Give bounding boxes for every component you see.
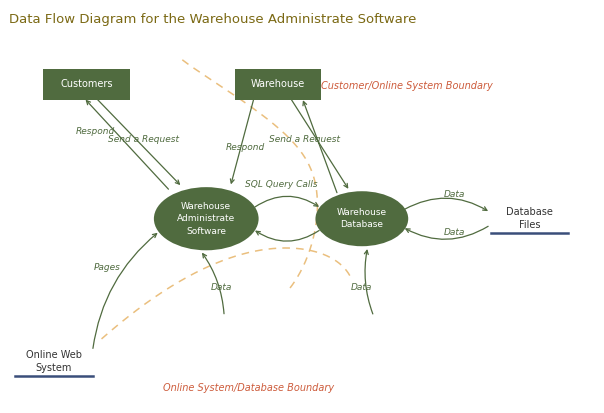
FancyArrowPatch shape (364, 250, 373, 314)
Text: Online Web
System: Online Web System (25, 350, 82, 373)
FancyArrowPatch shape (230, 100, 254, 183)
FancyArrowPatch shape (303, 102, 337, 193)
Text: Warehouse
Database: Warehouse Database (337, 208, 387, 230)
FancyBboxPatch shape (235, 69, 321, 100)
FancyArrowPatch shape (203, 254, 224, 314)
FancyArrowPatch shape (255, 196, 318, 207)
Text: Customer/Online System Boundary: Customer/Online System Boundary (321, 81, 493, 91)
FancyBboxPatch shape (43, 69, 130, 100)
Text: Warehouse: Warehouse (251, 79, 305, 89)
Text: Respond: Respond (76, 127, 115, 135)
FancyArrowPatch shape (405, 198, 487, 211)
FancyArrowPatch shape (406, 226, 488, 239)
FancyArrowPatch shape (292, 100, 348, 188)
Ellipse shape (315, 191, 408, 246)
Text: Warehouse
Administrate
Software: Warehouse Administrate Software (177, 202, 236, 236)
FancyArrowPatch shape (86, 101, 169, 189)
Text: Data: Data (351, 283, 373, 292)
Text: Pages: Pages (94, 263, 121, 272)
FancyArrowPatch shape (97, 100, 179, 184)
Text: SQL Query Calls: SQL Query Calls (245, 180, 317, 189)
Text: Customers: Customers (60, 79, 113, 89)
Text: Data: Data (211, 283, 232, 292)
Text: Send a Request: Send a Request (269, 135, 341, 144)
Text: Data: Data (444, 228, 465, 237)
Text: Database
Files: Database Files (506, 207, 553, 230)
Ellipse shape (154, 187, 259, 250)
Text: Respond: Respond (225, 143, 265, 152)
Text: Online System/Database Boundary: Online System/Database Boundary (162, 383, 333, 393)
FancyArrowPatch shape (256, 230, 319, 241)
FancyArrowPatch shape (93, 234, 156, 349)
Text: Send a Request: Send a Request (108, 135, 179, 144)
Text: Data Flow Diagram for the Warehouse Administrate Software: Data Flow Diagram for the Warehouse Admi… (9, 13, 416, 26)
Text: Data: Data (444, 190, 465, 199)
